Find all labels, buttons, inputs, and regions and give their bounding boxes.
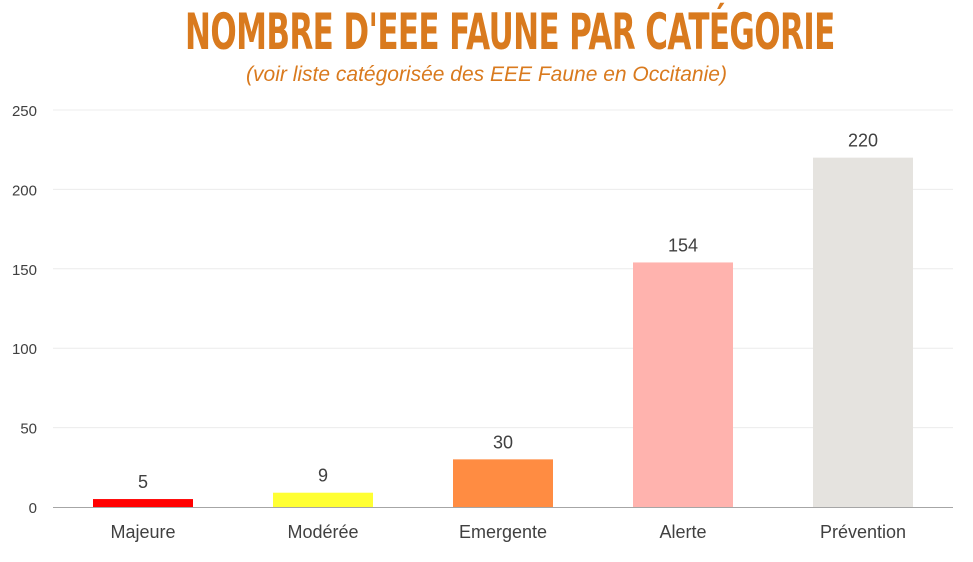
y-tick-label: 100 xyxy=(12,341,37,358)
x-tick-label: Alerte xyxy=(659,522,706,542)
bar-alerte xyxy=(633,262,733,507)
bar-prévention xyxy=(813,157,913,507)
data-label: 5 xyxy=(138,472,148,492)
x-tick-label: Prévention xyxy=(820,522,906,542)
x-tick-label: Majeure xyxy=(110,522,175,542)
data-label: 220 xyxy=(848,131,878,151)
chart-title: NOMBRE D'EEE FAUNE PAR CATÉGORIE xyxy=(185,3,835,61)
x-tick-label: Emergente xyxy=(459,522,547,542)
y-tick-label: 50 xyxy=(20,421,37,438)
bar-majeure xyxy=(93,499,193,507)
gridlines xyxy=(53,109,953,429)
y-axis-ticks: 0 50 100 150 200 250 xyxy=(12,103,37,517)
y-tick-label: 150 xyxy=(12,262,37,279)
data-labels: 5 9 30 154 220 xyxy=(138,131,878,492)
bar-modérée xyxy=(273,492,373,507)
x-tick-label: Modérée xyxy=(287,522,358,542)
data-label: 9 xyxy=(318,466,328,486)
data-label: 30 xyxy=(493,432,513,452)
bars xyxy=(93,157,913,507)
y-tick-label: 0 xyxy=(29,500,37,517)
x-axis-ticks: Majeure Modérée Emergente Alerte Prévention xyxy=(110,522,906,542)
data-label: 154 xyxy=(668,235,698,255)
y-tick-label: 250 xyxy=(12,103,37,120)
bar-emergente xyxy=(453,459,553,507)
y-tick-label: 200 xyxy=(12,182,37,199)
chart-subtitle: (voir liste catégorisée des EEE Faune en… xyxy=(246,63,727,86)
